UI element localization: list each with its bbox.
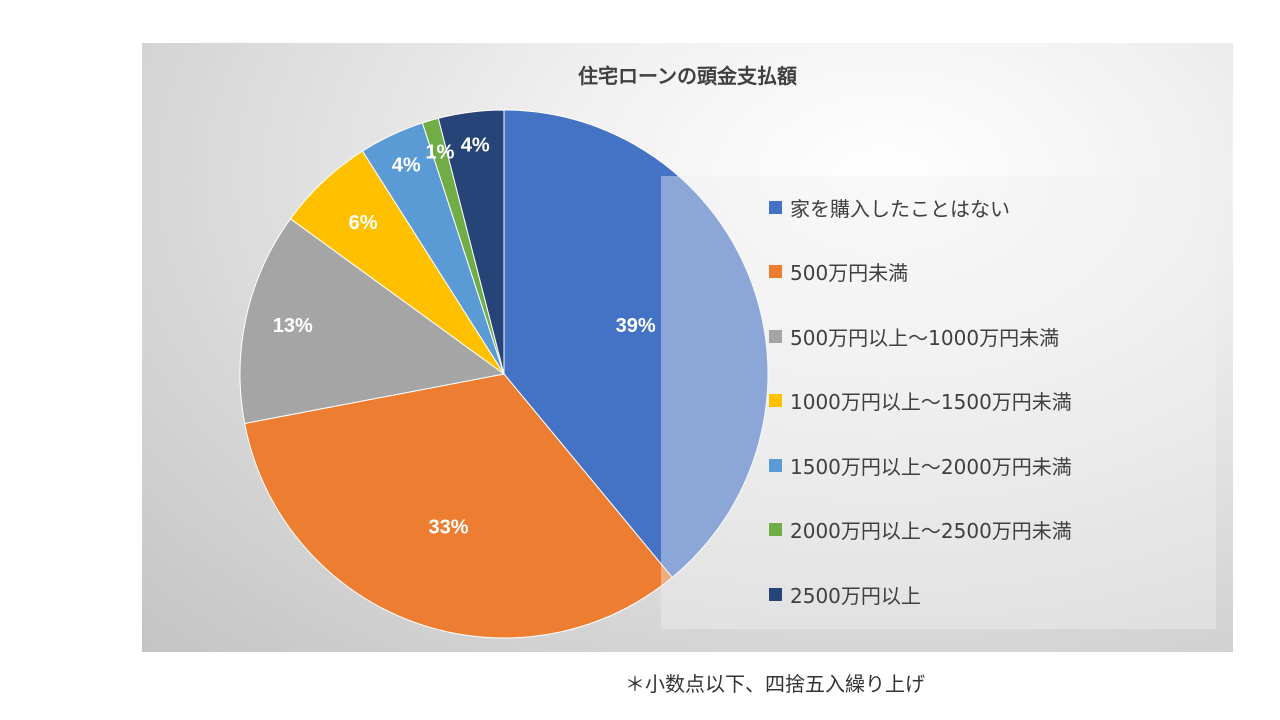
data-label-1000-1500: 6% [349, 212, 378, 234]
legend-swatch [769, 458, 782, 472]
legend-item-2000-2500: 2000万円以上～2500万円未満 [769, 515, 1072, 545]
legend-label: 1000万円以上～1500万円未満 [790, 390, 1072, 414]
legend-item-1500-2000: 1500万円以上～2000万円未満 [769, 450, 1072, 480]
legend-label: 1500万円以上～2000万円未満 [790, 454, 1072, 479]
data-label-never-bought: 39% [616, 315, 656, 337]
legend-label: 2500万円以上 [790, 583, 921, 608]
legend-swatch [769, 200, 782, 214]
pie-slice-500-1000 [239, 218, 506, 425]
legend-item-never-bought: 家を購入したことはない [769, 192, 1010, 222]
pie-slice-never-bought [503, 109, 769, 579]
legend-label: 500万円未満 [790, 261, 909, 285]
legend-label: 500万円以上～1000万円未満 [790, 325, 1060, 350]
legend-item-500-1000: 500万円以上～1000万円未満 [769, 321, 1059, 351]
legend-swatch [769, 523, 782, 536]
legend: 家を購入したことはない 500万円未満 500万円以上～1000万円未満 1000万円… [661, 176, 1216, 629]
data-label-under-500: 33% [429, 516, 469, 538]
legend-item-under-500: 500万円未満 [769, 257, 908, 287]
legend-label: 2000万円以上～2500万円未満 [790, 519, 1072, 543]
legend-swatch [769, 394, 782, 407]
chart-area: 住宅ローンの頭金支払額 39% 33% 13% 6% 4% 1% 4% 家を購入したことはな… [142, 43, 1233, 652]
data-label-1500-2000: 4% [392, 154, 421, 176]
pie-slice-under-500 [244, 373, 673, 639]
legend-swatch [769, 265, 782, 278]
pie-slice-over-2500 [437, 109, 505, 375]
chart-title: 住宅ローンの頭金支払額 [578, 64, 797, 88]
legend-item-over-2500: 2500万円以上 [769, 579, 921, 609]
pie-chart: 39%33%13%6%4%1% 4% [239, 109, 769, 639]
legend-label: 家を購入したことはない [790, 196, 1010, 221]
legend-swatch [769, 329, 782, 343]
legend-swatch [769, 587, 782, 601]
legend-item-1000-1500: 1000万円以上～1500万円未満 [769, 386, 1072, 416]
data-label-2000-2500: 1% [425, 142, 454, 164]
footnote: ＊小数点以下、四捨五入繰り上げ [625, 672, 925, 696]
data-label-500-1000: 13% [273, 315, 313, 337]
data-label-over-2500: 4% [461, 134, 490, 156]
